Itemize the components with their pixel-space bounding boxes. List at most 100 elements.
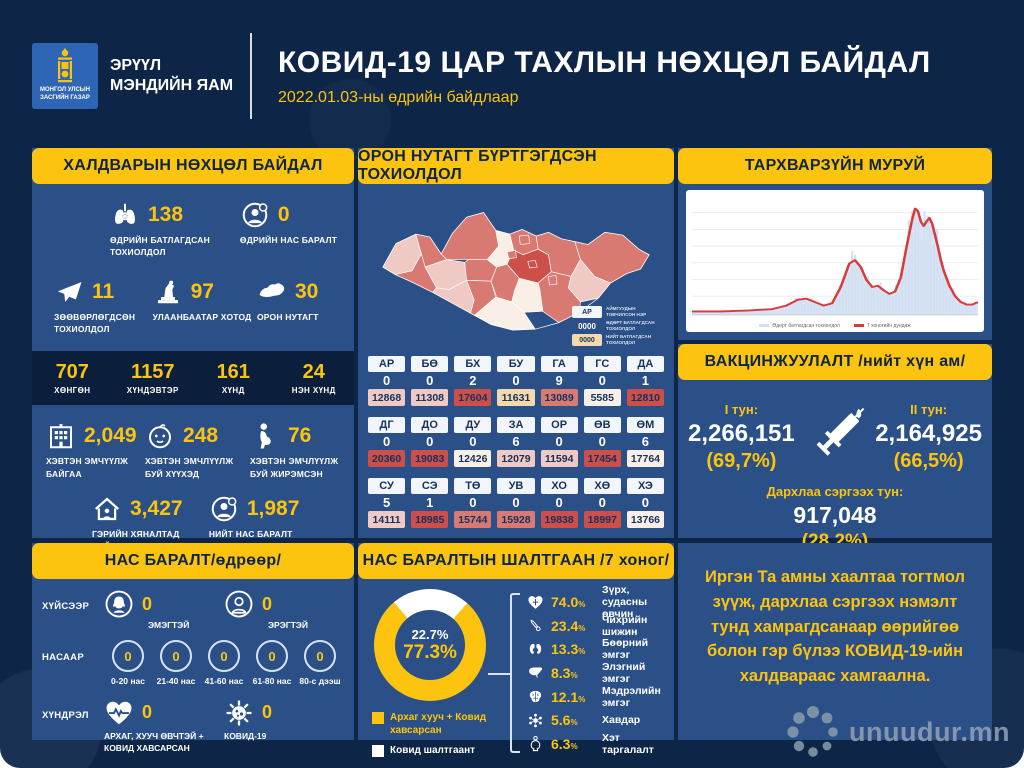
cause-row: 8.3% Элэгний эмгэг bbox=[526, 661, 666, 685]
causes-donut-chart: 22.7% 77.3% bbox=[374, 589, 486, 701]
legend-label: Архаг хууч + Ковид хавсарсан bbox=[390, 712, 487, 736]
dose2-label: II тун: bbox=[910, 401, 948, 417]
age-group-stat: 0 21-40 нас bbox=[152, 640, 200, 688]
region-cell-ДО: ДО 0 19083 bbox=[411, 417, 449, 467]
region-daily-cases: 6 bbox=[641, 434, 650, 449]
cause-label: Зүрх, судасны өвчин bbox=[602, 584, 648, 620]
cause-percent: 12.1% bbox=[551, 688, 586, 705]
donut-legend-item: Архаг хууч + Ковид хавсарсан bbox=[372, 711, 500, 737]
severity-stat: 24 НЭН ХҮНД bbox=[274, 361, 355, 395]
watermark-text: unuudur.mn bbox=[849, 716, 1010, 747]
age-group-value: 0 bbox=[208, 640, 240, 672]
region-cell-СУ: СУ 5 14111 bbox=[368, 478, 406, 528]
donut-comorbid-percent: 77.3% bbox=[403, 641, 457, 663]
region-table-row: АР 0 12868 БӨ 0 11308 БХ 2 17604 БУ 0 11631 bbox=[368, 356, 664, 406]
home-icon bbox=[92, 494, 122, 524]
region-code: ДА bbox=[626, 356, 664, 372]
baby-icon bbox=[145, 421, 175, 451]
stat-label: ОРОН НУТАГТ bbox=[256, 311, 319, 322]
stat-value: 0 bbox=[262, 702, 273, 723]
region-daily-cases: 0 bbox=[512, 373, 520, 388]
public-message-panel: Иргэн Та амны хаалтаа тогтмол зүүж, дарх… bbox=[678, 543, 992, 740]
severity-value: 24 bbox=[302, 361, 325, 384]
region-cell-ТӨ: ТӨ 0 15744 bbox=[454, 478, 492, 528]
region-code: СУ bbox=[368, 478, 406, 494]
region-total-cases: 12810 bbox=[626, 389, 664, 406]
region-cell-ДУ: ДУ 0 12426 bbox=[454, 417, 492, 467]
stat-item: 2,049 ХЭВТЭН ЭМЧҮҮЛЖ БАЙГАА bbox=[46, 421, 145, 480]
lungs-icon bbox=[110, 200, 140, 230]
legend-swatch bbox=[759, 324, 770, 328]
cause-percent: 8.3% bbox=[551, 664, 578, 681]
age-row-label: НАСААР bbox=[42, 652, 84, 663]
person-death-icon bbox=[209, 494, 239, 524]
region-total-cases: 14111 bbox=[368, 511, 406, 528]
severity-label: НЭН ХҮНД bbox=[291, 386, 336, 396]
region-code: ТӨ bbox=[454, 478, 492, 494]
region-cell-ХӨ: ХӨ 0 18997 bbox=[583, 478, 621, 528]
curve-panel-title: ТАРХВАРЗҮЙН МУРУЙ bbox=[678, 148, 992, 184]
region-cell-ДА: ДА 1 12810 bbox=[626, 356, 664, 406]
legend-label: Ковид шалтгаант bbox=[390, 745, 476, 756]
severity-value: 1157 bbox=[131, 361, 175, 384]
header: МОНГОЛ УЛСЫН ЗАСГИЙН ГАЗАР ЭРҮҮЛ МЭНДИЙН… bbox=[32, 16, 992, 136]
virus-icon bbox=[224, 698, 254, 728]
legend-label: ӨДӨРТ БАТЛАГДСАН ТОХИОЛДОЛ bbox=[606, 320, 655, 331]
sex-stat: 0 ЭМЭГТЭЙ bbox=[104, 589, 224, 630]
region-daily-cases: 0 bbox=[512, 495, 520, 510]
region-cell-ХО: ХО 0 19838 bbox=[540, 478, 578, 528]
cause-label: Чихрийн шижин bbox=[602, 613, 648, 638]
male-icon bbox=[224, 589, 254, 619]
region-total-cases: 5585 bbox=[583, 389, 621, 406]
infection-status-panel: ХАЛДВАРЫН НӨХЦӨЛ БАЙДАЛ 138 ӨДРИЙН БАТЛАГ… bbox=[32, 148, 355, 551]
legend-label: Өдөрт батлагдсан тохиолдол bbox=[772, 322, 840, 329]
liver-icon bbox=[526, 664, 544, 682]
region-daily-cases: 0 bbox=[641, 495, 650, 510]
stat-item: 1,987 НИЙТ НАС БАРАЛТ bbox=[209, 494, 346, 553]
region-total-cases: 12868 bbox=[368, 389, 406, 406]
heart-icon bbox=[526, 593, 544, 611]
region-table-row: СУ 5 14111 СЭ 1 18985 ТӨ 0 15744 УВ 0 15928 bbox=[368, 478, 664, 528]
epi-curve-panel: ТАРХВАРЗҮЙН МУРУЙ Өдөрт батлагдсан тохио… bbox=[678, 148, 992, 340]
stat-value: 1,987 bbox=[246, 496, 300, 520]
region-code: ЗА bbox=[497, 417, 535, 433]
complication-stat: 0 КОВИД-19 bbox=[224, 698, 344, 755]
monument-icon bbox=[153, 277, 183, 307]
region-code: СЭ bbox=[411, 478, 449, 494]
severity-label: ХҮНДЭВТЭР bbox=[126, 386, 179, 396]
region-code: ХО bbox=[540, 478, 578, 494]
stat-label: ӨДРИЙН БАТЛАГДСАН ТОХИОЛДОЛ bbox=[110, 235, 210, 258]
region-total-cases: 20360 bbox=[368, 450, 406, 467]
stat-value: 2,049 bbox=[84, 424, 137, 448]
region-total-cases: 13766 bbox=[626, 511, 664, 528]
stat-value: 248 bbox=[183, 424, 219, 448]
severity-stat: 707 ХӨНГӨН bbox=[32, 361, 113, 395]
complication-stat: 0 АРХАГ, ХУУЧ ӨВЧТЭЙ + КОВИД ХАВСАРСАН bbox=[104, 698, 224, 755]
dose1-label: I тун: bbox=[724, 401, 759, 417]
cause-label: Хавдар bbox=[602, 714, 641, 727]
severity-value: 161 bbox=[216, 361, 250, 384]
region-daily-cases: 0 bbox=[426, 373, 434, 388]
legend-sample: АР bbox=[572, 306, 602, 318]
region-code: УВ bbox=[497, 478, 535, 494]
region-total-cases: 18985 bbox=[411, 511, 449, 528]
deaths-panel-title: НАС БАРАЛТ/өдрөөр/ bbox=[32, 543, 354, 579]
severity-label: ХӨНГӨН bbox=[54, 386, 91, 396]
region-daily-cases: 9 bbox=[555, 373, 563, 388]
cause-percent: 74.0% bbox=[551, 594, 586, 610]
stat-label: КОВИД-19 bbox=[224, 730, 267, 741]
region-cell-ОР: ОР 0 11594 bbox=[540, 417, 578, 467]
death-causes-panel: НАС БАРАЛТЫН ШАЛТГААН /7 хоног/ 22.7% 77… bbox=[358, 543, 674, 757]
region-daily-cases: 0 bbox=[426, 434, 434, 449]
cause-percent: 5.6% bbox=[551, 712, 578, 729]
stat-value: 138 bbox=[148, 203, 184, 226]
curve-legend-item: Өдөрт батлагдсан тохиолдол bbox=[759, 323, 840, 329]
severity-stat: 1157 ХҮНДЭВТЭР bbox=[113, 361, 194, 395]
booster-value: 917,048 bbox=[793, 502, 877, 528]
heart-pulse-icon bbox=[104, 698, 134, 728]
region-code: АР bbox=[368, 356, 406, 372]
airplane-icon bbox=[54, 277, 84, 307]
region-code: БУ bbox=[497, 356, 535, 372]
age-group-label: 21-40 нас bbox=[156, 676, 196, 686]
